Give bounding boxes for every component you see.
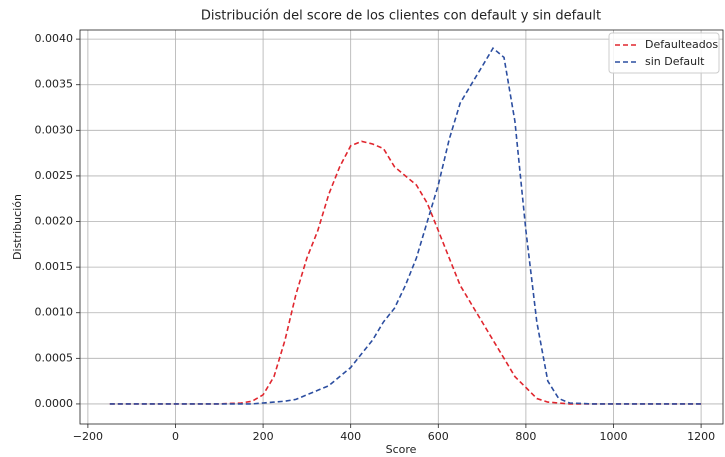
x-tick-label: 800 <box>515 430 536 443</box>
y-tick-label: 0.0015 <box>35 260 74 273</box>
legend-box <box>608 32 720 74</box>
chart-title: Distribución del score de los clientes c… <box>201 9 601 24</box>
legend-label: sin Default <box>645 55 705 68</box>
line-series <box>109 46 702 405</box>
y-axis-label: Distribución <box>11 194 24 260</box>
x-tick-label: 0 <box>172 430 179 443</box>
line-series <box>109 140 702 405</box>
legend-label: Defaulteados <box>645 38 718 51</box>
y-tick-label: 0.0035 <box>35 78 74 91</box>
x-tick-label: 200 <box>253 430 274 443</box>
x-tick-label: −200 <box>73 430 103 443</box>
x-tick-label: 600 <box>428 430 449 443</box>
y-tick-label: 0.0000 <box>35 397 74 410</box>
plot-frame <box>79 29 724 425</box>
y-tick-label: 0.0025 <box>35 169 74 182</box>
y-tick-label: 0.0030 <box>35 123 74 136</box>
legend: Defaulteados sin Default <box>608 32 720 74</box>
y-tick-label: 0.0010 <box>35 306 74 319</box>
y-tick-label: 0.0020 <box>35 215 74 228</box>
x-tick-label: 1000 <box>599 430 627 443</box>
x-tick-label: 400 <box>340 430 361 443</box>
y-tick-label: 0.0040 <box>35 32 74 45</box>
x-tick-label: 1200 <box>687 430 715 443</box>
x-axis-label: Score <box>386 443 417 456</box>
y-tick-label: 0.0005 <box>35 351 74 364</box>
